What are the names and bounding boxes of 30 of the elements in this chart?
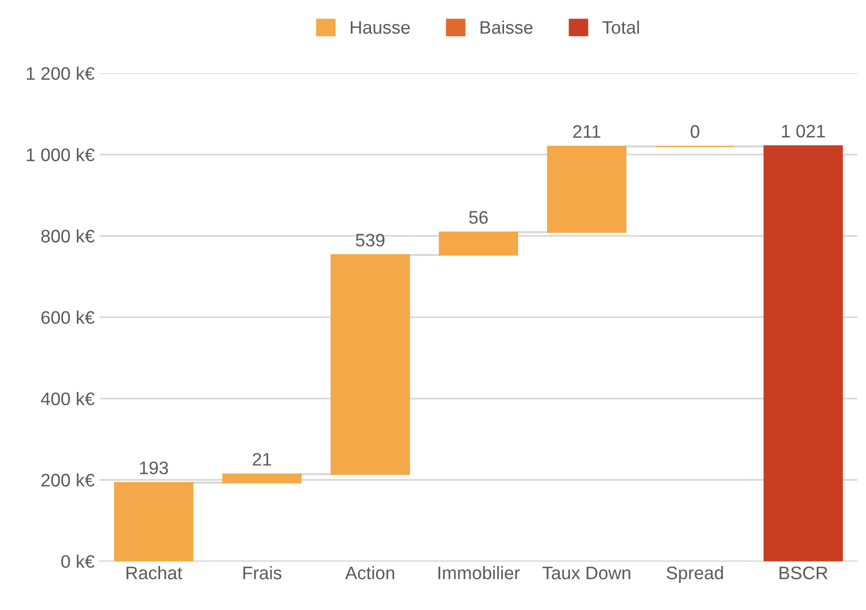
x-tick-label: Spread — [666, 566, 723, 583]
x-tick-label: Immobilier — [438, 566, 520, 580]
legend-label: Total — [602, 20, 639, 34]
bar — [547, 146, 626, 233]
y-tick-label: 400 k€ — [40, 392, 94, 406]
y-tick-label: 800 k€ — [41, 229, 94, 243]
data-label: 1 021 — [782, 124, 825, 138]
y-tick-label: 1 000 k€ — [26, 148, 94, 162]
y-tick-label: 200 k€ — [41, 473, 94, 487]
legend-label: Baisse — [480, 20, 533, 34]
data-label: 193 — [140, 461, 168, 474]
data-label: 211 — [573, 125, 600, 138]
data-label: 21 — [252, 452, 272, 466]
y-tick-label: 1 200 k€ — [26, 66, 94, 80]
bar — [114, 482, 194, 562]
x-tick-label: Action — [345, 566, 394, 580]
x-tick-label: Rachat — [126, 566, 182, 580]
legend-label: Hausse — [350, 21, 410, 34]
x-tick-label: BSCR — [780, 566, 828, 580]
y-tick-label: 600 k€ — [41, 310, 94, 324]
data-label: 56 — [469, 210, 488, 224]
bar — [222, 473, 302, 484]
bar — [330, 254, 410, 475]
bar — [438, 232, 518, 256]
data-label: 539 — [356, 234, 384, 247]
y-tick-label: 0 k€ — [61, 554, 94, 568]
bar — [764, 145, 843, 562]
data-label: 0 — [690, 125, 700, 138]
x-tick-label: Frais — [243, 566, 282, 580]
x-tick-label: Taux Down — [542, 566, 630, 580]
